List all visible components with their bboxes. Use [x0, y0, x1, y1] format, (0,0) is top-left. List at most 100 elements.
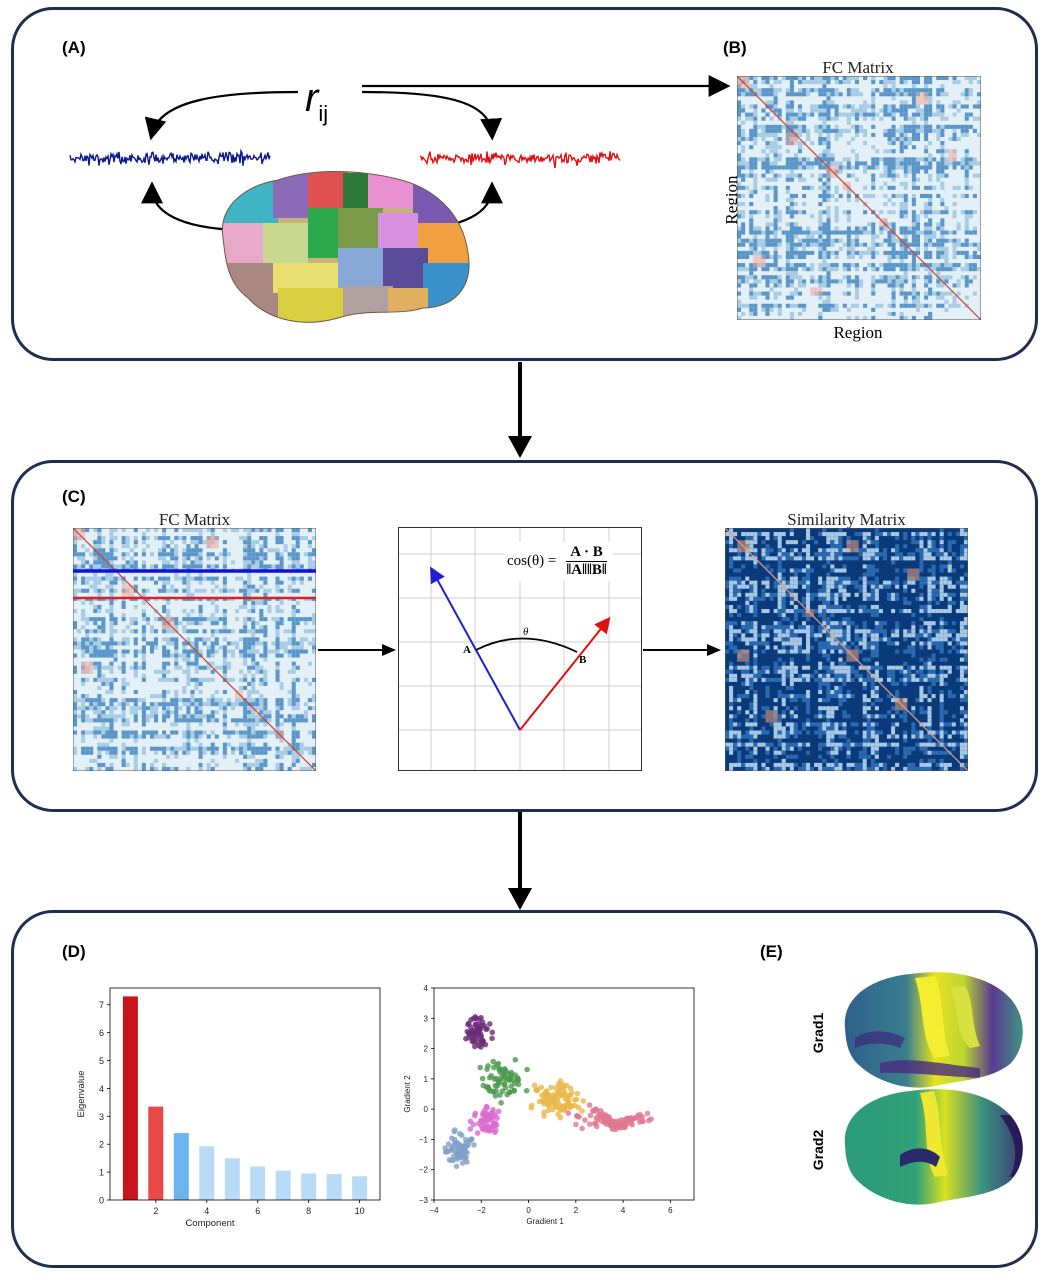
bar-xtick-label: 6 — [255, 1206, 260, 1216]
scatter-xlabel: Gradient 1 — [526, 1217, 564, 1226]
scatter-point — [470, 1015, 477, 1022]
scatter-point — [567, 1085, 574, 1092]
scatter-point — [563, 1102, 570, 1108]
scatter-point — [545, 1100, 551, 1107]
bar-ytick-label: 5 — [99, 1056, 104, 1066]
scatter-point — [478, 1014, 484, 1021]
bar-ytick-label: 3 — [99, 1112, 104, 1122]
scatter-point — [493, 1127, 499, 1134]
scatter-point — [471, 1029, 478, 1036]
bar-ylabel: Eigenvalue — [76, 1070, 87, 1117]
bar-10 — [352, 1176, 368, 1200]
bar-xtick-label: 8 — [306, 1206, 311, 1216]
scatter-point — [474, 1130, 481, 1136]
scatter-point — [515, 1081, 522, 1088]
scatter-point — [594, 1116, 601, 1123]
scatter-point — [579, 1125, 585, 1132]
timeseries-blue — [69, 148, 271, 166]
angle-label: θ — [523, 626, 529, 638]
panel-a-label: (A) — [62, 38, 86, 57]
fc-matrix-xlabel: Region — [833, 323, 883, 342]
cosine-diagram: A B θ cos(θ) = A · B ‖A‖‖B‖ — [398, 527, 642, 771]
scatter-point — [453, 1163, 460, 1170]
scatter-point — [571, 1097, 578, 1103]
bar-6 — [250, 1166, 266, 1200]
grad1-label: Grad1 — [810, 1012, 826, 1054]
bar-ytick-label: 0 — [99, 1196, 104, 1206]
scatter-ytick-label: 0 — [424, 1105, 429, 1114]
bar-3 — [173, 1133, 189, 1200]
scatter-point — [487, 1074, 493, 1081]
scatter-point — [573, 1121, 579, 1128]
scatter-ytick-label: −2 — [419, 1166, 429, 1175]
scatter-point — [469, 1038, 476, 1045]
scatter-point — [539, 1092, 545, 1099]
scatter-point — [468, 1136, 475, 1142]
scatter-point — [478, 1033, 485, 1040]
scatter-point — [628, 1116, 635, 1122]
scatter-ytick-label: −3 — [419, 1196, 429, 1205]
scatter-point — [477, 1064, 483, 1071]
scatter-xtick-label: −4 — [429, 1206, 439, 1215]
scatter-point — [593, 1107, 600, 1113]
scatter-point — [508, 1069, 515, 1076]
scatter-point — [512, 1056, 519, 1063]
scatter-point — [619, 1120, 625, 1126]
scatter-point — [508, 1083, 515, 1089]
scatter-point — [531, 1082, 538, 1088]
scatter-point — [501, 1081, 507, 1088]
similarity-matrix-title: Similarity Matrix — [787, 510, 906, 529]
arrow-r-to-blue — [144, 90, 299, 141]
scatter-point — [523, 1087, 530, 1094]
angle-arc — [475, 637, 578, 653]
bar-ytick-label: 4 — [99, 1084, 104, 1094]
formula-fraction: A · B ‖A‖‖B‖ — [562, 544, 610, 579]
scatter-point — [498, 1066, 504, 1073]
scatter-point — [470, 1121, 477, 1128]
scatter-point — [487, 1021, 493, 1027]
panel-a-graphics — [69, 75, 731, 323]
scatter-point — [479, 1075, 486, 1082]
scatter-point — [480, 1038, 486, 1044]
fc-matrix-b — [737, 76, 981, 320]
scatter-point — [562, 1089, 568, 1096]
scatter-point — [452, 1127, 458, 1133]
scatter-point — [491, 1064, 497, 1071]
scatter-point — [462, 1149, 468, 1155]
scatter-point — [539, 1098, 546, 1104]
scatter-point — [561, 1107, 568, 1114]
scatter-point — [499, 1088, 506, 1094]
scatter-ytick-label: 2 — [424, 1045, 429, 1054]
scatter-point — [603, 1114, 609, 1120]
scatter-point — [514, 1075, 521, 1082]
scatter-point — [637, 1112, 643, 1118]
scatter-point — [538, 1084, 544, 1091]
scatter-xtick-label: −2 — [477, 1206, 487, 1215]
scatter-point — [463, 1035, 469, 1042]
bar-xtick-label: 10 — [355, 1206, 365, 1216]
scatter-point — [573, 1113, 580, 1119]
bar-5 — [224, 1158, 240, 1200]
scatter-point — [565, 1110, 572, 1116]
formula-denominator: ‖A‖‖B‖ — [566, 562, 607, 578]
scatter-point — [629, 1121, 635, 1128]
panel-e-label: (E) — [760, 942, 783, 961]
eigenvalue-bar-chart: 0 1 2 3 4 5 6 7 2 4 6 8 10 Component Eigenvalue — [76, 987, 381, 1229]
scatter-point — [557, 1114, 564, 1121]
scatter-point — [541, 1109, 547, 1116]
arrow-brain-to-blue — [141, 181, 239, 232]
panel-c-label: (C) — [62, 487, 86, 506]
scatter-point — [484, 1066, 490, 1072]
scatter-point — [528, 1102, 535, 1109]
scatter-point — [555, 1093, 561, 1100]
scatter-point — [464, 1142, 470, 1149]
scatter-point — [489, 1035, 495, 1042]
scatter-point — [480, 1109, 486, 1116]
scatter-point — [524, 1066, 530, 1073]
bar-1 — [122, 996, 138, 1200]
scatter-frame — [433, 987, 695, 1201]
scatter-ytick-label: 3 — [424, 1014, 429, 1023]
scatter-point — [463, 1136, 469, 1143]
scatter-point — [568, 1090, 575, 1096]
scatter-point — [506, 1075, 512, 1082]
